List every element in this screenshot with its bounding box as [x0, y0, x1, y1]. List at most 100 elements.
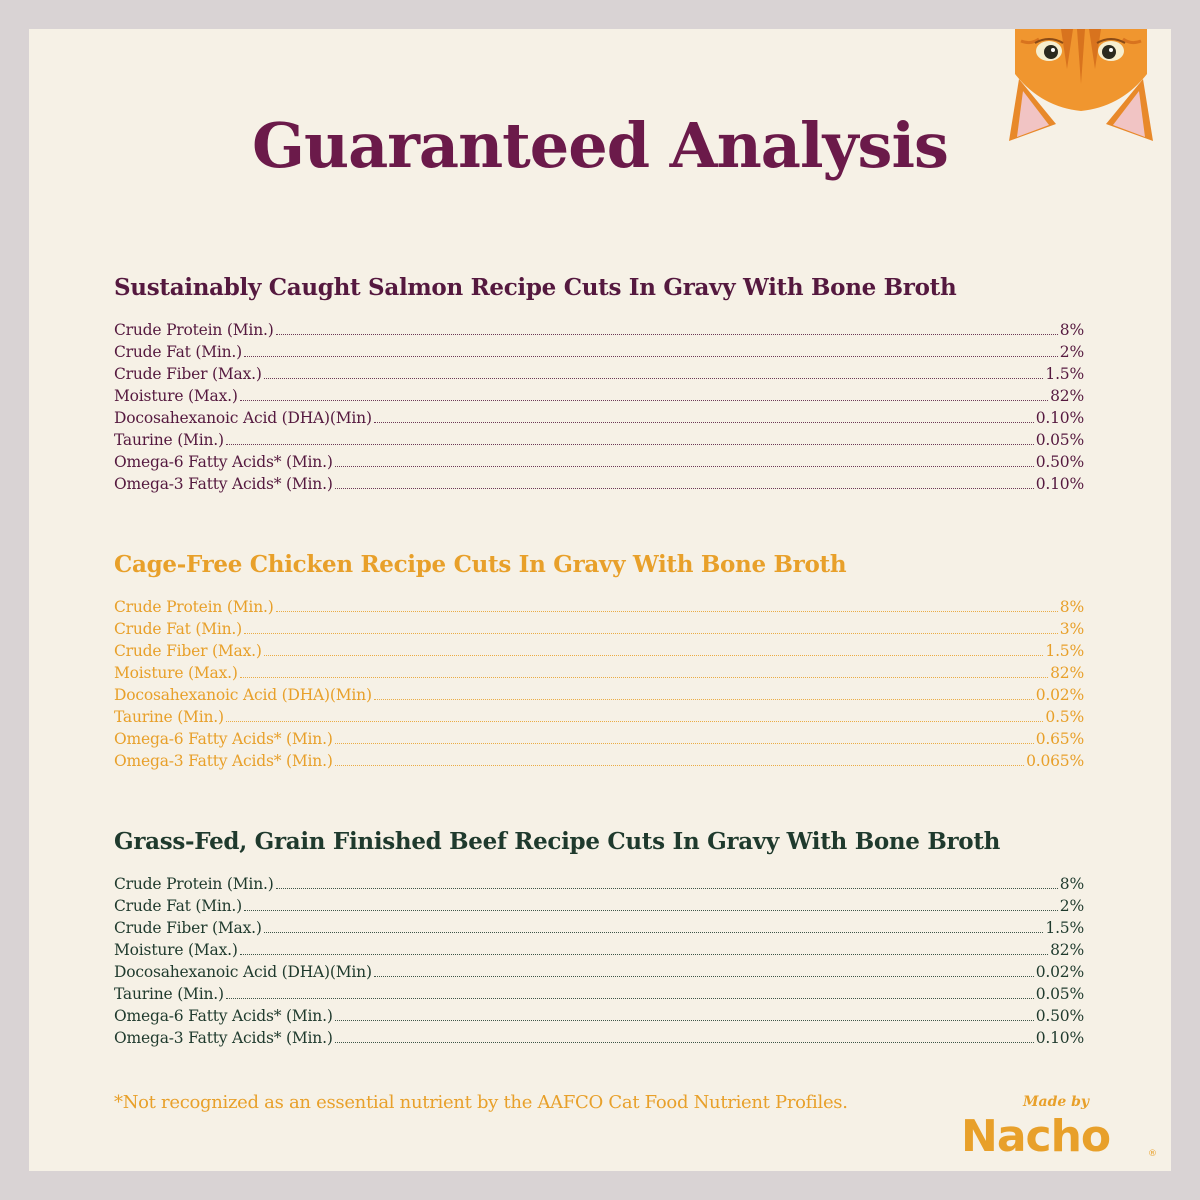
made-by-label: Made by [1023, 1094, 1090, 1110]
dot-leader [334, 765, 1025, 766]
nutrient-value: 0.50% [1035, 1007, 1084, 1025]
nutrient-list: Crude Protein (Min.) 8% Crude Fat (Min.) 2… [114, 873, 1084, 1049]
nutrient-label: Crude Protein (Min.) [114, 875, 274, 893]
nutrient-label: Crude Fat (Min.) [114, 343, 243, 361]
nutrient-value: 0.10% [1035, 409, 1084, 427]
nutrient-value: 1.5% [1045, 919, 1084, 937]
nutrient-row: Crude Fiber (Max.) 1.5% [114, 917, 1084, 939]
nutrient-label: Moisture (Max.) [114, 387, 238, 405]
dot-leader [275, 334, 1058, 335]
dot-leader [334, 488, 1034, 489]
dot-leader [373, 422, 1034, 423]
nutrient-row: Docosahexanoic Acid (DHA)(Min) 0.02% [114, 684, 1084, 706]
nutrient-label: Crude Fiber (Max.) [114, 919, 262, 937]
dot-leader [263, 378, 1044, 379]
nutrient-label: Omega-3 Fatty Acids* (Min.) [114, 475, 333, 493]
nutrient-label: Omega-6 Fatty Acids* (Min.) [114, 1007, 333, 1025]
nutrient-row: Docosahexanoic Acid (DHA)(Min) 0.02% [114, 961, 1084, 983]
dot-leader [263, 655, 1044, 656]
nutrient-row: Omega-3 Fatty Acids* (Min.) 0.10% [114, 473, 1084, 495]
registered-mark: ® [1148, 1149, 1157, 1159]
nutrient-value: 1.5% [1045, 365, 1084, 383]
dot-leader [244, 356, 1058, 357]
nutrient-label: Docosahexanoic Acid (DHA)(Min) [114, 963, 372, 981]
nutrient-label: Moisture (Max.) [114, 664, 238, 682]
nutrient-row: Moisture (Max.) 82% [114, 662, 1084, 684]
nutrient-row: Taurine (Min.) 0.5% [114, 706, 1084, 728]
nutrient-label: Moisture (Max.) [114, 941, 238, 959]
nutrient-label: Crude Protein (Min.) [114, 598, 274, 616]
nutrient-label: Taurine (Min.) [114, 431, 224, 449]
nutrient-row: Crude Fat (Min.) 3% [114, 618, 1084, 640]
dot-leader [225, 444, 1034, 445]
dot-leader [373, 699, 1034, 700]
nutrient-value: 82% [1050, 941, 1084, 959]
dot-leader [334, 1020, 1034, 1021]
nutrient-value: 0.10% [1035, 1029, 1084, 1047]
nutrient-label: Omega-3 Fatty Acids* (Min.) [114, 752, 333, 770]
nutrient-row: Omega-6 Fatty Acids* (Min.) 0.50% [114, 1005, 1084, 1027]
nutrient-value: 8% [1059, 321, 1084, 339]
nutrient-row: Docosahexanoic Acid (DHA)(Min) 0.10% [114, 407, 1084, 429]
nutrient-value: 82% [1050, 387, 1084, 405]
nutrient-label: Omega-6 Fatty Acids* (Min.) [114, 730, 333, 748]
nutrient-value: 0.02% [1035, 686, 1084, 704]
nutrient-row: Crude Protein (Min.) 8% [114, 319, 1084, 341]
nutrient-value: 0.05% [1035, 431, 1084, 449]
nutrient-row: Omega-6 Fatty Acids* (Min.) 0.50% [114, 451, 1084, 473]
brand-logo: Made by Nacho ® [957, 1089, 1157, 1169]
nutrient-row: Crude Fat (Min.) 2% [114, 341, 1084, 363]
dot-leader [373, 976, 1034, 977]
nutrient-label: Crude Fiber (Max.) [114, 365, 262, 383]
nutrient-value: 3% [1059, 620, 1084, 638]
dot-leader [239, 954, 1049, 955]
nutrient-list: Crude Protein (Min.) 8% Crude Fat (Min.) 3… [114, 596, 1084, 772]
analysis-card: Guaranteed Analysis Sustainably Caught S… [29, 29, 1171, 1171]
nutrient-value: 0.50% [1035, 453, 1084, 471]
nutrient-label: Crude Fat (Min.) [114, 897, 243, 915]
dot-leader [334, 743, 1034, 744]
nutrient-row: Taurine (Min.) 0.05% [114, 429, 1084, 451]
nutrient-value: 0.065% [1026, 752, 1084, 770]
nutrient-row: Crude Fiber (Max.) 1.5% [114, 640, 1084, 662]
nutrient-value: 8% [1059, 875, 1084, 893]
nutrient-row: Taurine (Min.) 0.05% [114, 983, 1084, 1005]
nutrient-value: 0.10% [1035, 475, 1084, 493]
nutrient-label: Taurine (Min.) [114, 985, 224, 1003]
nutrient-row: Crude Protein (Min.) 8% [114, 596, 1084, 618]
nutrient-value: 2% [1059, 897, 1084, 915]
nutrient-row: Crude Fiber (Max.) 1.5% [114, 363, 1084, 385]
nutrient-value: 0.05% [1035, 985, 1084, 1003]
dot-leader [225, 721, 1044, 722]
dot-leader [244, 633, 1058, 634]
dot-leader [334, 466, 1034, 467]
salmon-recipe-section: Sustainably Caught Salmon Recipe Cuts In… [114, 274, 1084, 495]
nutrient-row: Omega-3 Fatty Acids* (Min.) 0.065% [114, 750, 1084, 772]
brand-name: Nacho [961, 1111, 1111, 1162]
nutrient-value: 2% [1059, 343, 1084, 361]
nutrient-row: Moisture (Max.) 82% [114, 385, 1084, 407]
nutrient-value: 82% [1050, 664, 1084, 682]
nutrient-value: 0.02% [1035, 963, 1084, 981]
nutrient-row: Crude Fat (Min.) 2% [114, 895, 1084, 917]
section-title: Grass-Fed, Grain Finished Beef Recipe Cu… [114, 828, 1001, 855]
nutrient-row: Omega-6 Fatty Acids* (Min.) 0.65% [114, 728, 1084, 750]
dot-leader [275, 888, 1058, 889]
footnote: *Not recognized as an essential nutrient… [114, 1092, 848, 1113]
nutrient-label: Taurine (Min.) [114, 708, 224, 726]
nutrient-label: Docosahexanoic Acid (DHA)(Min) [114, 686, 372, 704]
nutrient-row: Moisture (Max.) 82% [114, 939, 1084, 961]
dot-leader [334, 1042, 1034, 1043]
chicken-recipe-section: Cage-Free Chicken Recipe Cuts In Gravy W… [114, 551, 1084, 772]
page-title: Guaranteed Analysis [252, 109, 949, 182]
nutrient-value: 0.5% [1045, 708, 1084, 726]
dot-leader [239, 400, 1049, 401]
cat-peeking-icon [1009, 29, 1153, 141]
dot-leader [263, 932, 1044, 933]
nutrient-label: Crude Protein (Min.) [114, 321, 274, 339]
dot-leader [275, 611, 1058, 612]
nutrient-value: 8% [1059, 598, 1084, 616]
nutrient-label: Crude Fiber (Max.) [114, 642, 262, 660]
dot-leader [244, 910, 1058, 911]
nutrient-value: 0.65% [1035, 730, 1084, 748]
